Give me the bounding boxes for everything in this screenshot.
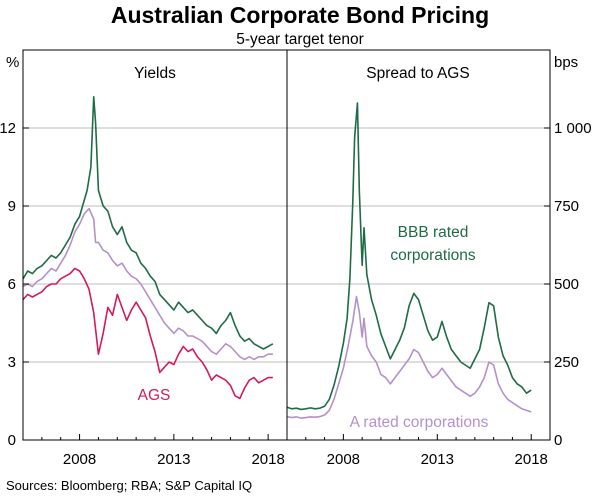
panel-title-spread: Spread to AGS [366, 65, 469, 82]
right-axis-unit: bps [554, 54, 578, 71]
chart-title: Australian Corporate Bond Pricing [111, 2, 489, 28]
right-tick-label: 0 [554, 432, 562, 449]
panel-title-yields: Yields [134, 65, 176, 82]
left-axis-unit: % [6, 54, 19, 71]
chart-subtitle: 5-year target tenor [236, 31, 364, 48]
label-a-rated: A rated corporations [350, 414, 489, 431]
series-line-ags-panel-1 [22, 267, 273, 400]
x-tick-label: 2018 [515, 451, 548, 468]
left-tick-label: 12 [0, 120, 16, 137]
chart-source: Sources: Bloomberg; RBA; S&P Capital IQ [6, 478, 252, 493]
plot-frame [22, 49, 551, 441]
right-tick-label: 250 [554, 354, 579, 371]
axis-ticks: 0 3 6 9 12 0 250 500 750 1 000 2008 2013 2018 2008 201… [0, 120, 592, 468]
series-line-bbb-rated-corporations-panel-2 [286, 102, 532, 411]
label-bbb-line1: BBB rated [398, 224, 469, 241]
left-tick-label: 6 [8, 276, 16, 293]
x-tick-label: 2013 [157, 451, 190, 468]
x-tick-label: 2008 [327, 451, 360, 468]
left-tick-label: 3 [8, 354, 16, 371]
right-tick-label: 500 [554, 276, 579, 293]
left-tick-label: 0 [8, 432, 16, 449]
series-line-a-rated-corporations-panel-1 [22, 207, 273, 361]
x-tick-label: 2018 [251, 451, 284, 468]
label-ags: AGS [138, 387, 171, 404]
series-lines [22, 96, 532, 419]
left-tick-label: 9 [8, 198, 16, 215]
x-tick-label: 2013 [421, 451, 454, 468]
series-line-bbb-rated-corporations-panel-1 [22, 96, 274, 350]
label-bbb-line2: corporations [390, 247, 476, 264]
right-tick-label: 1 000 [554, 120, 592, 137]
series-line-a-rated-corporations-panel-2 [286, 295, 532, 419]
x-tick-label: 2008 [63, 451, 96, 468]
right-tick-label: 750 [554, 198, 579, 215]
